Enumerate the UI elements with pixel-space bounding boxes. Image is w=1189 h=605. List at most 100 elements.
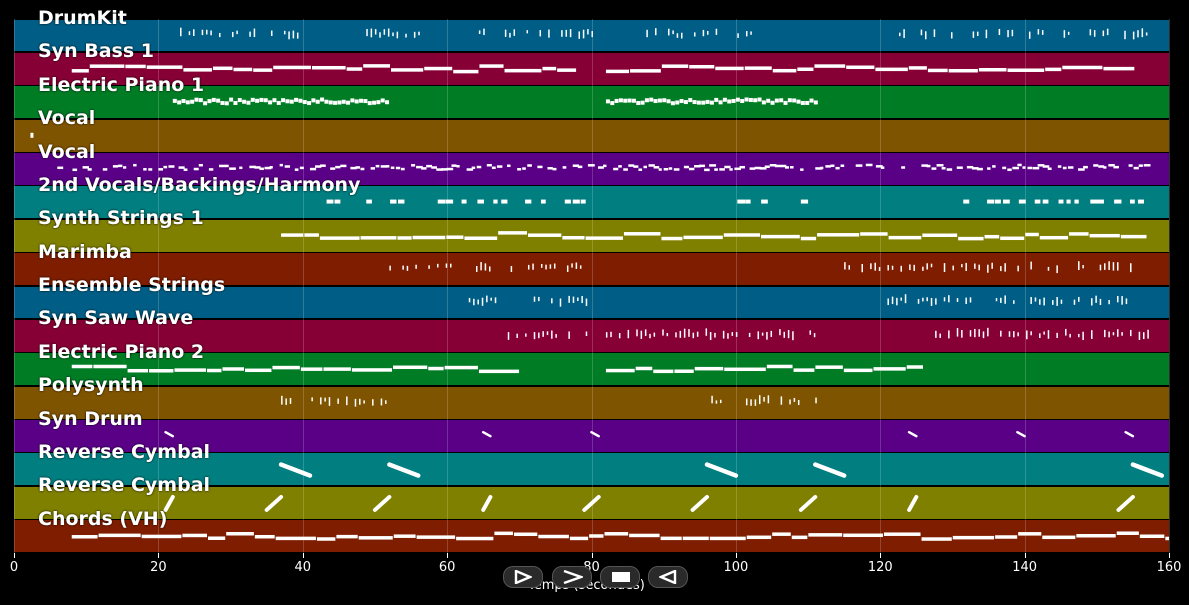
note [670,101,675,106]
note [198,163,203,167]
note [974,263,976,269]
note [618,333,621,339]
note [294,168,299,171]
note [253,28,256,38]
notes-layer [30,27,1169,541]
note [569,29,572,38]
note [246,100,251,105]
note [190,99,195,104]
note [1039,299,1041,305]
note [585,331,588,336]
note [582,494,601,512]
piano-roll-plot[interactable] [14,19,1169,553]
note [779,98,784,103]
note [930,297,933,306]
note [581,296,583,304]
note [948,68,978,73]
note [843,368,873,373]
note [319,236,360,240]
note [564,199,571,204]
note [896,297,898,306]
note [346,100,351,105]
note [509,32,511,38]
note [878,267,881,272]
note [1130,199,1135,204]
note [643,165,648,169]
note [727,99,732,104]
note [1034,297,1037,302]
note [1078,296,1080,302]
note [233,67,253,72]
note [694,32,696,37]
track-lane [14,420,1169,452]
note [421,167,427,170]
note [527,264,530,270]
note [1078,333,1080,338]
note [636,329,638,337]
note [787,330,790,339]
note [873,367,906,371]
track-label: Reverse Cymbal [38,474,211,497]
note [974,328,976,338]
rewind-button[interactable] [648,566,688,588]
note [633,165,639,168]
note [211,97,216,102]
note [605,69,630,74]
note [995,199,1001,204]
note [464,236,498,240]
forward-button[interactable] [552,566,592,588]
note [1000,330,1002,337]
note [792,98,797,103]
note [1043,331,1045,335]
note [764,165,770,168]
note [224,164,229,168]
note [926,297,928,302]
note [481,494,493,512]
note [525,333,527,337]
note [766,331,768,340]
note [925,31,927,40]
note [294,97,299,102]
x-tick-mark [735,553,737,558]
note [148,168,153,171]
note [418,31,420,36]
note [398,199,405,204]
note [174,368,207,372]
note [180,27,182,37]
note [311,397,313,402]
note [182,533,207,538]
note [143,168,147,171]
grid-line [880,19,882,553]
note [920,29,923,36]
note [333,100,338,105]
note [774,98,779,103]
note [767,395,770,404]
play-button[interactable] [503,566,543,588]
track-label: Synth Strings 1 [38,207,204,230]
note [30,132,34,138]
note [662,98,667,103]
note [950,32,953,39]
note [244,368,272,373]
note [759,167,767,170]
note [790,166,794,169]
note [587,29,589,35]
note [956,166,963,169]
note [758,395,761,405]
grid-line [447,19,449,553]
note [206,29,208,35]
note [253,68,273,72]
note [707,30,709,35]
note [363,99,368,104]
x-tick-label: 120 [867,560,893,575]
note [1091,298,1093,306]
note [397,236,412,240]
note [1099,264,1102,271]
stop-button[interactable] [600,566,640,588]
note [696,100,701,105]
note [875,67,908,72]
note [263,98,268,103]
note [1120,234,1147,239]
note [995,535,1018,539]
note [123,166,127,169]
